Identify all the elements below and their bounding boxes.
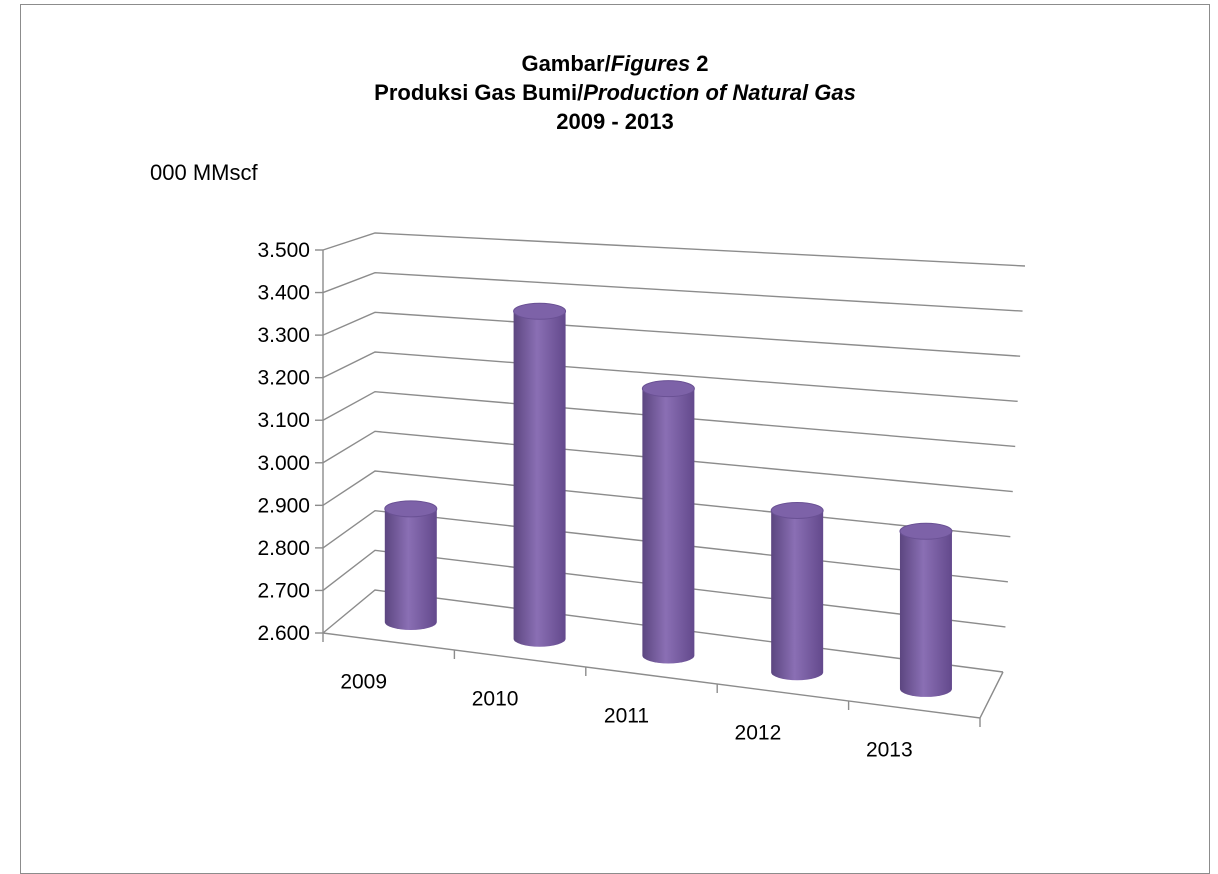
- x-tick-label: 2009: [340, 671, 387, 694]
- gridlines: [322, 232, 1026, 673]
- bar-top: [770, 501, 824, 519]
- bar-top: [384, 500, 438, 518]
- bar-2012: [770, 501, 824, 681]
- title-line-1: Gambar/Figures 2: [521, 51, 709, 76]
- y-tick-label: 2.700: [257, 579, 310, 602]
- y-tick-label: 3.500: [257, 239, 310, 262]
- y-tick-label: 2.900: [257, 494, 310, 517]
- bar-2009: [384, 500, 438, 631]
- x-tick-label: 2012: [735, 722, 782, 745]
- y-tick-label: 3.100: [257, 409, 310, 432]
- bar-2010: [513, 302, 567, 647]
- gridline: [322, 351, 1018, 403]
- y-tick-label: 3.200: [257, 367, 310, 390]
- bar-2013: [899, 522, 953, 697]
- x-tick-label: 2011: [604, 705, 649, 728]
- chart-frame: Gambar/Figures 2 Produksi Gas Bumi/Produ…: [20, 4, 1210, 874]
- title-line-3: 2009 - 2013: [556, 109, 674, 134]
- bar-body: [771, 510, 824, 681]
- x-tick-label: 2013: [866, 739, 913, 762]
- bars: [384, 302, 953, 697]
- bar-2011: [641, 380, 695, 664]
- axes: [315, 249, 1004, 727]
- gridline: [322, 271, 1023, 312]
- bar-top: [513, 302, 567, 320]
- bar-body: [899, 531, 952, 697]
- y-tick-label: 2.600: [257, 622, 310, 645]
- tick-labels: 2.600 2.700 2.800 2.900 3.000 3.100 3.200 3.300…: [257, 239, 912, 762]
- gridline: [322, 311, 1021, 357]
- x-tick-label: 2010: [472, 688, 519, 711]
- bar-body: [513, 311, 566, 647]
- y-tick-label: 3.000: [257, 452, 310, 475]
- bar-body: [642, 388, 695, 664]
- chart-title: Gambar/Figures 2 Produksi Gas Bumi/Produ…: [21, 49, 1209, 136]
- title-line-2: Produksi Gas Bumi/Production of Natural …: [374, 80, 856, 105]
- y-tick-label: 3.400: [257, 282, 310, 305]
- bar-body: [384, 508, 437, 631]
- gridline: [322, 430, 1013, 493]
- y-tick-label: 2.800: [257, 537, 310, 560]
- gridline: [322, 390, 1016, 448]
- y-axis-unit-label: 000 MMscf: [150, 160, 258, 185]
- bar-top: [899, 522, 953, 540]
- y-tick-label: 3.300: [257, 324, 310, 347]
- gridline: [322, 232, 1026, 267]
- bar-top: [641, 380, 695, 398]
